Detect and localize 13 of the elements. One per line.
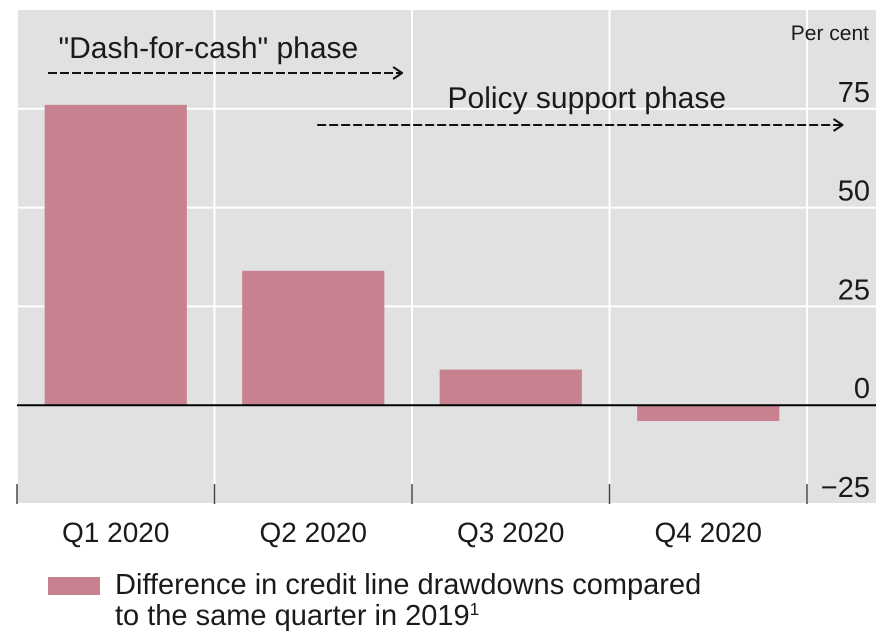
x-tick-label: Q4 2020 — [654, 517, 762, 548]
y-tick-label: 0 — [854, 373, 870, 406]
y-tick-label: 25 — [838, 274, 870, 306]
y-tick-label: 50 — [838, 176, 870, 208]
y-axis-title: Per cent — [790, 22, 870, 45]
annotation: Policy support phase — [448, 82, 726, 115]
y-tick-label: 75 — [838, 76, 870, 109]
x-tick-label: Q1 2020 — [62, 517, 170, 548]
y-tick-label: −25 — [820, 472, 870, 504]
x-tick-label: Q3 2020 — [457, 517, 564, 548]
x-tick-label: Q2 2020 — [260, 517, 367, 548]
legend-label: Difference in credit line drawdowns compared to the same quarter in 2019$^{1}$ — [115, 569, 702, 632]
annotation: "Dash-for-cash" phase — [58, 32, 358, 65]
